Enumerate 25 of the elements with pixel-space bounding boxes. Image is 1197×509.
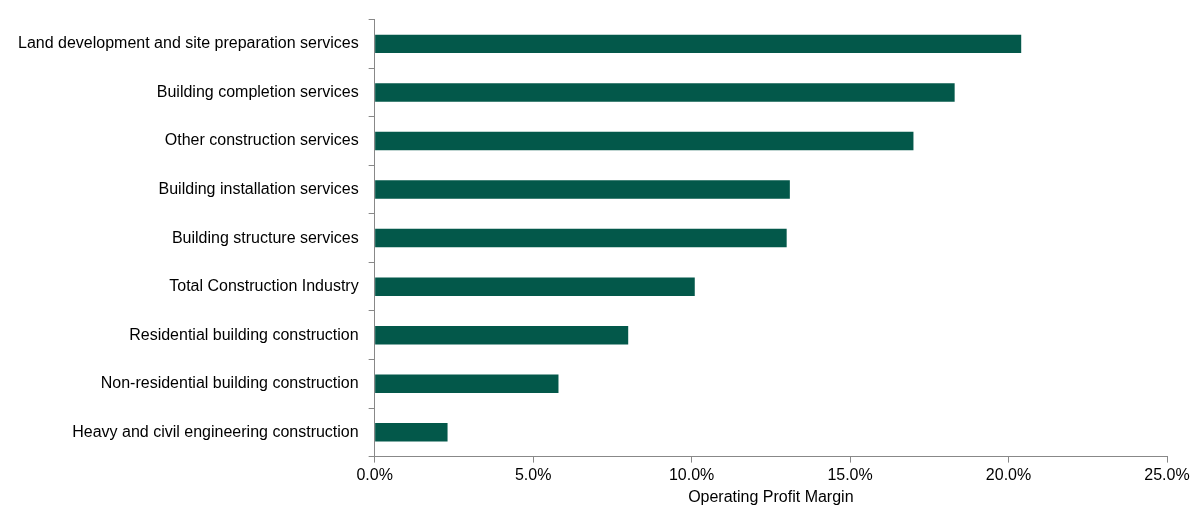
bar: [375, 374, 559, 393]
x-tick-label: 5.0%: [514, 465, 552, 483]
bar: [375, 83, 955, 102]
x-tick-label: 15.0%: [827, 465, 873, 483]
bar: [375, 277, 695, 296]
y-tick-label: Heavy and civil engineering construction: [72, 422, 359, 440]
y-tick-label: Non-residential building construction: [100, 374, 359, 392]
x-tick-label: 10.0%: [668, 465, 715, 483]
y-tick-label: Building structure services: [171, 228, 359, 246]
bar: [375, 423, 448, 442]
y-tick-label: Building installation services: [158, 179, 359, 197]
bar: [375, 34, 1022, 54]
x-tick-label: 0.0%: [356, 465, 393, 483]
x-tick-label: 25.0%: [1144, 465, 1190, 483]
bar: [375, 228, 787, 248]
bar: [375, 180, 790, 199]
y-tick-label: Land development and site preparation services: [18, 34, 359, 52]
y-tick-label: Residential building construction: [129, 325, 359, 343]
y-tick-label: Total Construction Industry: [169, 277, 359, 295]
y-tick-label: Building completion services: [156, 82, 359, 100]
x-tick-label: 20.0%: [985, 465, 1032, 483]
bar: [375, 325, 629, 345]
y-tick-label: Other construction services: [164, 131, 359, 149]
bar: [375, 131, 914, 151]
x-axis-title: Operating Profit Margin: [688, 487, 854, 505]
